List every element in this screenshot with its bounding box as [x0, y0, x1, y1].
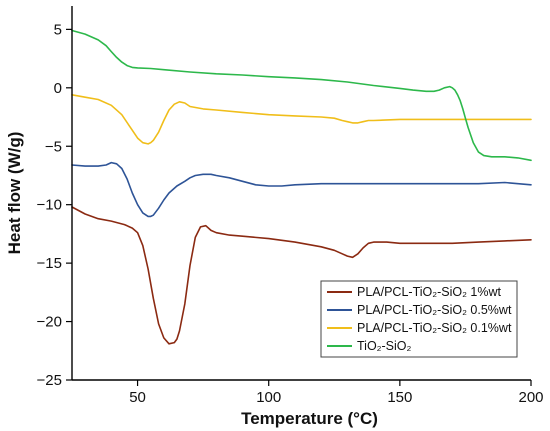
x-axis-title: Temperature (°C): [241, 409, 378, 428]
y-tick-label--20: −20: [37, 314, 62, 331]
y-axis-title: Heat flow (W/g): [5, 132, 24, 255]
y-ticks-group: 5 0 −5 −10 −15 −20 −25: [37, 21, 72, 389]
y-tick-label--5: −5: [45, 138, 62, 155]
x-tick-label-200: 200: [518, 389, 543, 406]
x-tick-label-50: 50: [129, 389, 146, 406]
series-group: [71, 29, 532, 345]
series-line-pla-pcl-tio-sio-0-1-wt: [71, 94, 532, 145]
x-tick-label-100: 100: [256, 389, 281, 406]
x-ticks-group: 50 100 150 200: [129, 380, 544, 406]
y-tick-label--25: −25: [37, 372, 62, 389]
y-tick-label-5: 5: [54, 21, 62, 38]
legend: PLA/PCL-TiO₂-SiO₂ 1%wt PLA/PCL-TiO₂-SiO₂ …: [320, 280, 518, 358]
y-tick-label--10: −10: [37, 197, 62, 214]
series-line-pla-pcl-tio-sio-0-5-wt: [71, 161, 532, 218]
legend-box: [320, 280, 518, 358]
series-line-pla-pcl-tio-sio-1-wt: [71, 206, 532, 345]
x-tick-label-150: 150: [387, 389, 412, 406]
legend-label-tio-sio: TiO₂-SiO₂: [357, 339, 412, 353]
legend-label-pla-pcl-tio-sio-0-5-wt: PLA/PCL-TiO₂-SiO₂ 0.5%wt: [357, 303, 512, 317]
y-tick-label-0: 0: [54, 80, 62, 97]
legend-label-pla-pcl-tio-sio-1-wt: PLA/PCL-TiO₂-SiO₂ 1%wt: [357, 285, 502, 299]
axes-group: [71, 6, 531, 381]
legend-label-pla-pcl-tio-sio-0-1-wt: PLA/PCL-TiO₂-SiO₂ 0.1%wt: [357, 321, 512, 335]
series-line-tio-sio: [71, 29, 532, 162]
y-tick-label--15: −15: [37, 255, 62, 272]
